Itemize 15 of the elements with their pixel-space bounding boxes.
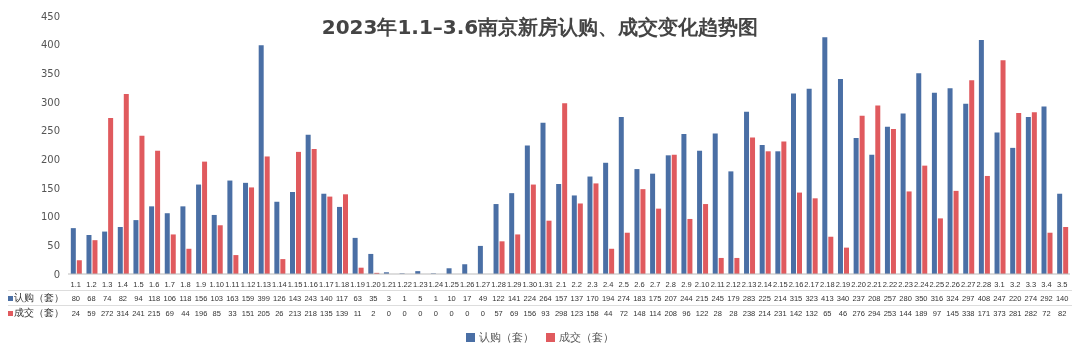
legend-label: 成交（套）	[14, 306, 64, 320]
y-tick-label: 450	[40, 10, 60, 22]
y-tick-label: 100	[40, 211, 60, 223]
legend-label: 认购（套）	[14, 291, 64, 305]
text: 成交（套）	[559, 331, 614, 344]
y-tick-label: 250	[40, 125, 60, 137]
y-tick-label: 0	[53, 268, 60, 280]
y-tick-label: 50	[47, 239, 60, 251]
y-tick-label: 150	[40, 182, 60, 194]
chart-title: 2023年1.1–3.6南京新房认购、成交变化趋势图	[321, 15, 759, 39]
y-tick-label: 200	[40, 153, 60, 165]
y-tick-label: 350	[40, 67, 60, 79]
y-tick-label: 400	[40, 39, 60, 51]
y-tick-label: 300	[40, 96, 60, 108]
text: 认购（套）	[479, 331, 534, 344]
